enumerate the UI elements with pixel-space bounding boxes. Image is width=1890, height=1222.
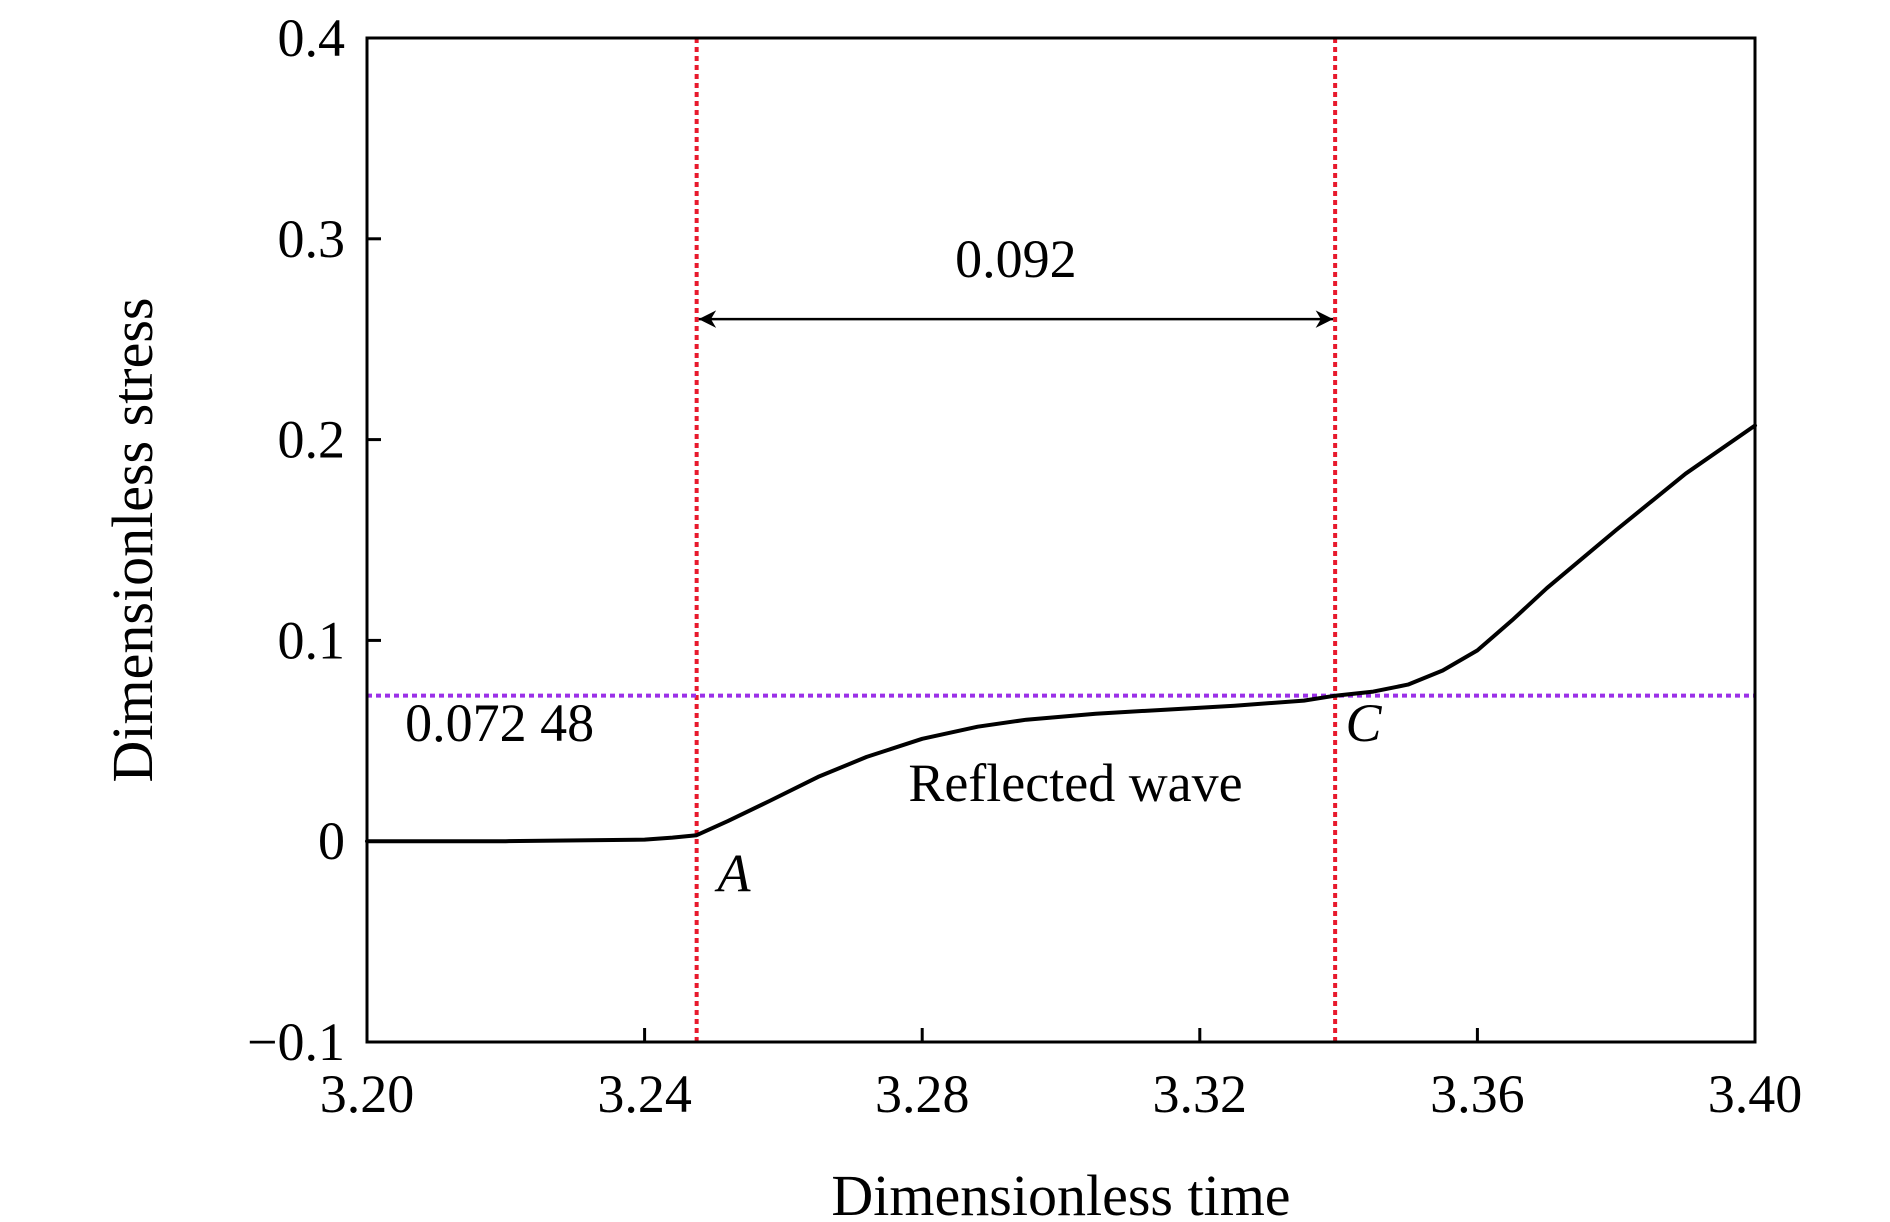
plot-frame: [365, 36, 1757, 1044]
y-tick-label: 0.2: [278, 410, 346, 470]
annotation-reflected-wave: Reflected wave: [908, 753, 1242, 813]
annotations: 0.092 0.072 48 Reflected wave A C: [405, 229, 1382, 903]
y-tick-label: 0: [318, 811, 345, 871]
y-tick-label: −0.1: [247, 1012, 345, 1072]
series-layer: [365, 423, 1757, 844]
x-tick-label: 3.36: [1430, 1064, 1525, 1124]
interval-label: 0.092: [955, 229, 1077, 289]
y-axis-title: Dimensionless stress: [100, 298, 165, 783]
axis-ticks: 3.20 3.24 3.28 3.32 3.36 3.40 −0.1 0 0.1 0.2 0.3 0.…: [247, 8, 1802, 1124]
y-tick-label: 0.1: [278, 610, 346, 670]
series-line-1: [365, 423, 1757, 844]
reference-lines: [367, 38, 1755, 1042]
annotation-a: A: [714, 843, 751, 903]
y-tick-label: 0.3: [278, 209, 346, 269]
y-tick-label: 0.4: [278, 8, 346, 68]
x-axis-title: Dimensionless time: [831, 1163, 1290, 1222]
x-tick-label: 3.20: [320, 1064, 415, 1124]
annotation-0-072-48: 0.072 48: [405, 693, 594, 753]
x-tick-label: 3.24: [597, 1064, 692, 1124]
x-tick-label: 3.40: [1708, 1064, 1803, 1124]
x-tick-label: 3.32: [1153, 1064, 1248, 1124]
x-tick-label: 3.28: [875, 1064, 970, 1124]
annotation-c: C: [1346, 693, 1383, 753]
